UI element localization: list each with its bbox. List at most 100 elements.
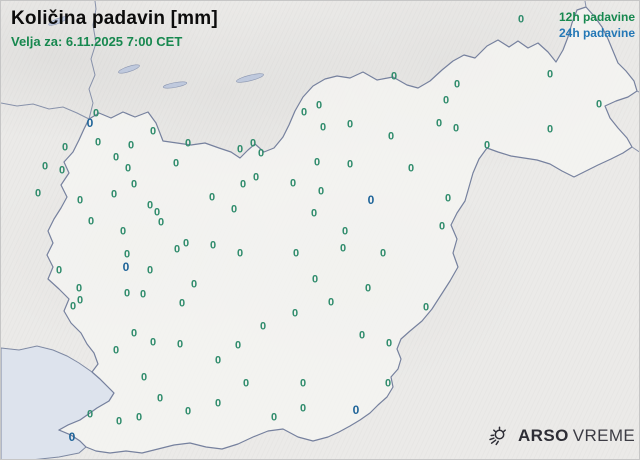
station-value[interactable]: 0 — [390, 70, 398, 83]
station-value[interactable]: 0 — [178, 297, 186, 310]
station-value[interactable]: 0 — [385, 337, 393, 350]
station-value[interactable]: 0 — [242, 377, 250, 390]
station-value[interactable]: 0 — [135, 411, 143, 424]
station-value[interactable]: 0 — [34, 187, 42, 200]
station-value[interactable]: 0 — [230, 203, 238, 216]
station-value[interactable]: 0 — [310, 207, 318, 220]
station-value[interactable]: 0 — [387, 130, 395, 143]
station-value[interactable]: 0 — [110, 188, 118, 201]
station-value[interactable]: 0 — [176, 338, 184, 351]
station-value[interactable]: 0 — [173, 243, 181, 256]
station-value[interactable]: 0 — [435, 117, 443, 130]
station-value[interactable]: 0 — [87, 215, 95, 228]
station-value[interactable]: 0 — [546, 68, 554, 81]
station-value[interactable]: 0 — [76, 294, 84, 307]
station-value[interactable]: 0 — [115, 415, 123, 428]
station-value[interactable]: 0 — [291, 307, 299, 320]
station-value[interactable]: 0 — [311, 273, 319, 286]
station-value[interactable]: 0 — [270, 411, 278, 424]
station-value[interactable]: 0 — [292, 247, 300, 260]
station-value[interactable]: 0 — [438, 220, 446, 233]
station-value[interactable]: 0 — [140, 371, 148, 384]
station-value[interactable]: 0 — [149, 336, 157, 349]
station-value[interactable]: 0 — [149, 125, 157, 138]
station-value[interactable]: 0 — [364, 282, 372, 295]
station-value[interactable]: 0 — [190, 278, 198, 291]
station-value[interactable]: 0 — [299, 377, 307, 390]
station-value[interactable]: 0 — [379, 247, 387, 260]
station-value[interactable]: 0 — [123, 248, 131, 261]
station-value[interactable]: 0 — [452, 122, 460, 135]
station-value[interactable]: 0 — [146, 199, 154, 212]
station-value[interactable]: 0 — [41, 160, 49, 173]
station-value[interactable]: 0 — [358, 329, 366, 342]
station-value[interactable]: 0 — [146, 264, 154, 277]
station-value[interactable]: 0 — [61, 141, 69, 154]
station-value[interactable]: 0 — [249, 137, 257, 150]
station-value[interactable]: 0 — [69, 300, 77, 313]
station-value[interactable]: 0 — [58, 164, 66, 177]
station-value[interactable]: 0 — [346, 118, 354, 131]
station-value[interactable]: 0 — [182, 237, 190, 250]
station-value[interactable]: 0 — [595, 98, 603, 111]
station-value[interactable]: 0 — [317, 185, 325, 198]
station-value[interactable]: 0 — [236, 143, 244, 156]
station-value[interactable]: 0 — [483, 139, 491, 152]
station-value[interactable]: 0 — [299, 402, 307, 415]
station-value[interactable]: 0 — [157, 216, 165, 229]
station-value[interactable]: 0 — [384, 377, 392, 390]
station-value[interactable]: 0 — [289, 177, 297, 190]
station-value[interactable]: 0 — [209, 239, 217, 252]
station-value[interactable]: 0 — [156, 392, 164, 405]
station-value[interactable]: 0 — [124, 162, 132, 175]
station-value[interactable]: 0 — [130, 327, 138, 340]
station-value[interactable]: 0 — [517, 13, 525, 26]
station-value[interactable]: 0 — [86, 408, 94, 421]
brand-text: ARSO VREME — [518, 426, 635, 446]
station-value[interactable]: 0 — [208, 191, 216, 204]
station-value[interactable]: 0 — [234, 339, 242, 352]
station-value[interactable]: 0 — [346, 158, 354, 171]
station-value[interactable]: 0 — [153, 206, 161, 219]
station-value[interactable]: 0 — [214, 397, 222, 410]
station-value[interactable]: 0 — [239, 178, 247, 191]
station-value[interactable]: 0 — [300, 106, 308, 119]
station-value[interactable]: 0 — [252, 171, 260, 184]
station-value[interactable]: 0 — [352, 403, 360, 417]
station-value[interactable]: 0 — [546, 123, 554, 136]
station-value[interactable]: 0 — [172, 157, 180, 170]
station-value[interactable]: 0 — [139, 288, 147, 301]
station-value[interactable]: 0 — [367, 193, 375, 207]
station-value[interactable]: 0 — [214, 354, 222, 367]
station-value[interactable]: 0 — [313, 156, 321, 169]
station-value[interactable]: 0 — [341, 225, 349, 238]
station-value[interactable]: 0 — [422, 301, 430, 314]
station-value[interactable]: 0 — [444, 192, 452, 205]
station-value[interactable]: 0 — [315, 99, 323, 112]
station-value[interactable]: 0 — [127, 139, 135, 152]
station-value[interactable]: 0 — [442, 94, 450, 107]
station-value[interactable]: 0 — [130, 178, 138, 191]
station-value[interactable]: 0 — [119, 225, 127, 238]
station-value[interactable]: 0 — [407, 162, 415, 175]
station-value[interactable]: 0 — [257, 147, 265, 160]
station-value[interactable]: 0 — [92, 107, 100, 120]
station-value[interactable]: 0 — [68, 430, 76, 444]
station-value[interactable]: 0 — [122, 260, 130, 274]
station-value[interactable]: 0 — [184, 405, 192, 418]
station-value[interactable]: 0 — [259, 320, 267, 333]
station-value[interactable]: 0 — [112, 344, 120, 357]
station-value[interactable]: 0 — [86, 116, 94, 130]
station-value[interactable]: 0 — [319, 121, 327, 134]
station-value[interactable]: 0 — [327, 296, 335, 309]
station-value[interactable]: 0 — [339, 242, 347, 255]
station-value[interactable]: 0 — [94, 136, 102, 149]
station-value[interactable]: 0 — [453, 78, 461, 91]
station-value[interactable]: 0 — [184, 137, 192, 150]
station-value[interactable]: 0 — [55, 264, 63, 277]
station-value[interactable]: 0 — [75, 282, 83, 295]
station-value[interactable]: 0 — [76, 194, 84, 207]
station-value[interactable]: 0 — [112, 151, 120, 164]
station-value[interactable]: 0 — [123, 287, 131, 300]
station-value[interactable]: 0 — [236, 247, 244, 260]
